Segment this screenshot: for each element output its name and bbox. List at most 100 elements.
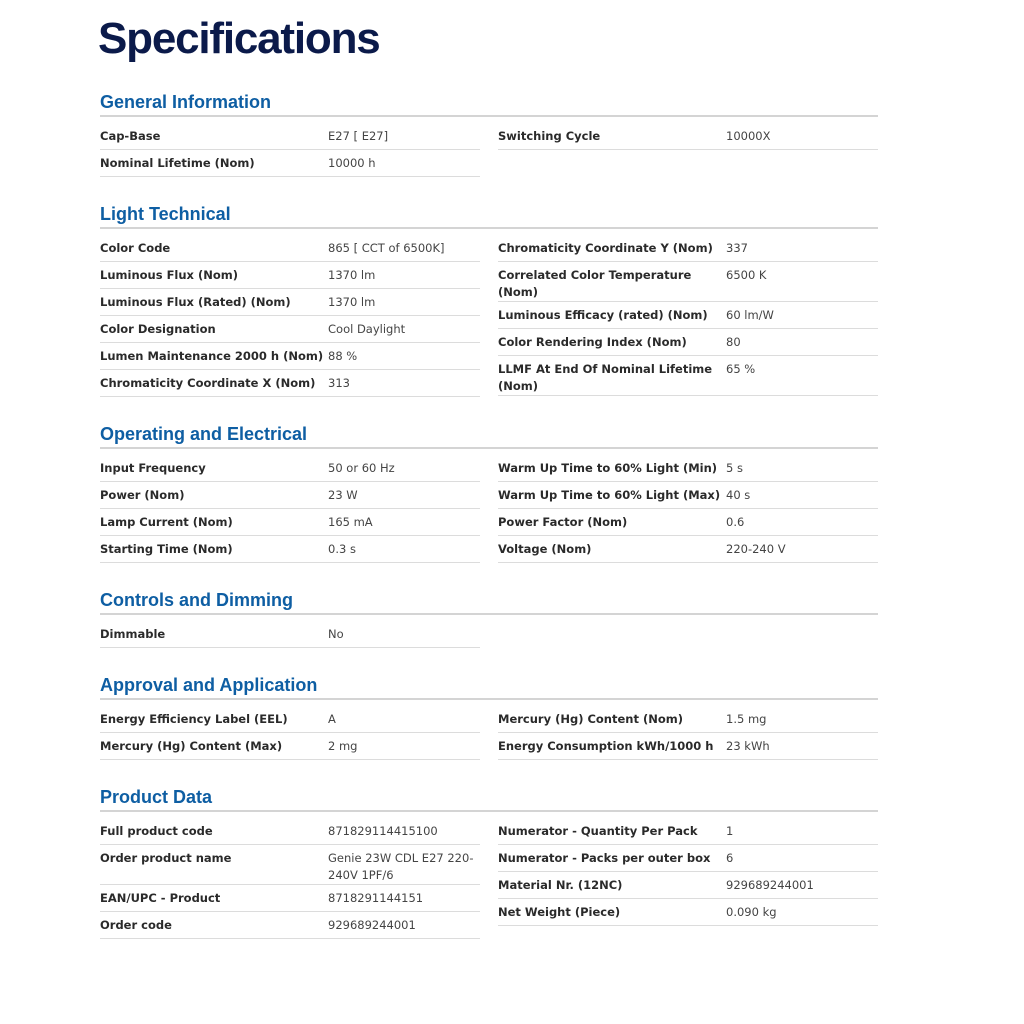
spec-label: Lumen Maintenance 2000 h (Nom) bbox=[100, 349, 324, 363]
spec-row: Color Designation Cool Daylight bbox=[100, 316, 480, 343]
spec-label: Mercury (Hg) Content (Nom) bbox=[498, 712, 683, 726]
spec-row: Material Nr. (12NC) 929689244001 bbox=[498, 872, 878, 899]
spec-value: 65 % bbox=[726, 362, 756, 376]
spec-label: Power Factor (Nom) bbox=[498, 515, 628, 529]
spec-row: Lumen Maintenance 2000 h (Nom) 88 % bbox=[100, 343, 480, 370]
spec-row: Numerator - Quantity Per Pack 1 bbox=[498, 818, 878, 845]
spec-row: Luminous Flux (Rated) (Nom) 1370 lm bbox=[100, 289, 480, 316]
spec-value: 929689244001 bbox=[328, 918, 416, 932]
left-column: Color Code 865 [ CCT of 6500K] Luminous Fl… bbox=[100, 235, 480, 397]
spec-label: Full product code bbox=[100, 824, 213, 838]
spec-sections: General Information Cap-Base E27 [ E27] Nom… bbox=[100, 90, 878, 964]
left-column: Energy Efficiency Label (EEL) A Mercury (H… bbox=[100, 706, 480, 760]
spec-value: 2 mg bbox=[328, 739, 358, 753]
spec-value: 0.3 s bbox=[328, 542, 356, 556]
left-column: Dimmable No bbox=[100, 621, 480, 648]
spec-row: Warm Up Time to 60% Light (Max) 40 s bbox=[498, 482, 878, 509]
spec-value: 1370 lm bbox=[328, 295, 376, 309]
left-column: Input Frequency 50 or 60 Hz Power (Nom) 23 … bbox=[100, 455, 480, 563]
spec-label: Energy Efficiency Label (EEL) bbox=[100, 712, 288, 726]
page-title: Specifications bbox=[98, 14, 381, 63]
spec-row: Energy Efficiency Label (EEL) A bbox=[100, 706, 480, 733]
spec-label: Color Rendering Index (Nom) bbox=[498, 335, 687, 349]
spec-row: Order product name Genie 23W CDL E27 220-… bbox=[100, 845, 480, 885]
spec-row: Mercury (Hg) Content (Nom) 1.5 mg bbox=[498, 706, 878, 733]
spec-value: A bbox=[328, 712, 336, 726]
spec-row: LLMF At End Of Nominal Lifetime (Nom) 65 … bbox=[498, 356, 878, 396]
spec-row: Energy Consumption kWh/1000 h 23 kWh bbox=[498, 733, 878, 760]
spec-label: Warm Up Time to 60% Light (Min) bbox=[498, 461, 718, 475]
spec-label: Mercury (Hg) Content (Max) bbox=[100, 739, 283, 753]
spec-label: Luminous Flux (Nom) bbox=[100, 268, 238, 282]
spec-value: 165 mA bbox=[328, 515, 373, 529]
spec-row: Color Rendering Index (Nom) 80 bbox=[498, 329, 878, 356]
spec-row: Correlated Color Temperature (Nom) 6500 K bbox=[498, 262, 878, 302]
left-column: Full product code 871829114415100 Order pr… bbox=[100, 818, 480, 939]
spec-row: Lamp Current (Nom) 165 mA bbox=[100, 509, 480, 536]
section-title: Approval and Application bbox=[100, 673, 878, 700]
spec-row: Full product code 871829114415100 bbox=[100, 818, 480, 845]
spec-value: E27 [ E27] bbox=[328, 129, 389, 143]
spec-label: Numerator - Packs per outer box bbox=[498, 851, 711, 865]
spec-label: Cap-Base bbox=[100, 129, 161, 143]
spec-section: Operating and Electrical Input Frequency 5… bbox=[100, 422, 878, 563]
spec-label: Dimmable bbox=[100, 627, 166, 641]
spec-section: Product Data Full product code 87182911441… bbox=[100, 785, 878, 939]
spec-value: 50 or 60 Hz bbox=[328, 461, 395, 475]
spec-label: Color Designation bbox=[100, 322, 216, 336]
spec-label: LLMF At End Of Nominal Lifetime (Nom) bbox=[498, 362, 713, 393]
spec-section: Controls and Dimming Dimmable No bbox=[100, 588, 878, 648]
right-column: Chromaticity Coordinate Y (Nom) 337 Correl… bbox=[498, 235, 878, 397]
spec-row: Dimmable No bbox=[100, 621, 480, 648]
spec-row: Nominal Lifetime (Nom) 10000 h bbox=[100, 150, 480, 177]
spec-value: Genie 23W CDL E27 220-240V 1PF/6 bbox=[328, 851, 474, 882]
section-title: Operating and Electrical bbox=[100, 422, 878, 449]
spec-label: Numerator - Quantity Per Pack bbox=[498, 824, 698, 838]
spec-label: Voltage (Nom) bbox=[498, 542, 592, 556]
spec-label: Net Weight (Piece) bbox=[498, 905, 621, 919]
spec-row: Mercury (Hg) Content (Max) 2 mg bbox=[100, 733, 480, 760]
spec-value: 8718291144151 bbox=[328, 891, 424, 905]
spec-label: Lamp Current (Nom) bbox=[100, 515, 233, 529]
spec-value: 220-240 V bbox=[726, 542, 786, 556]
spec-row: Luminous Flux (Nom) 1370 lm bbox=[100, 262, 480, 289]
spec-row: Numerator - Packs per outer box 6 bbox=[498, 845, 878, 872]
spec-row: Luminous Efficacy (rated) (Nom) 60 lm/W bbox=[498, 302, 878, 329]
spec-value: Cool Daylight bbox=[328, 322, 406, 336]
right-column: Mercury (Hg) Content (Nom) 1.5 mg Energy C… bbox=[498, 706, 878, 760]
spec-value: 6 bbox=[726, 851, 734, 865]
spec-value: 1370 lm bbox=[328, 268, 376, 282]
spec-row: Warm Up Time to 60% Light (Min) 5 s bbox=[498, 455, 878, 482]
spec-value: 23 kWh bbox=[726, 739, 770, 753]
spec-row: Order code 929689244001 bbox=[100, 912, 480, 939]
spec-value: 23 W bbox=[328, 488, 358, 502]
spec-label: Order code bbox=[100, 918, 172, 932]
spec-row: Switching Cycle 10000X bbox=[498, 123, 878, 150]
spec-label: Nominal Lifetime (Nom) bbox=[100, 156, 255, 170]
spec-label: Starting Time (Nom) bbox=[100, 542, 233, 556]
spec-value: 5 s bbox=[726, 461, 743, 475]
spec-value: 1.5 mg bbox=[726, 712, 767, 726]
spec-value: 0.6 bbox=[726, 515, 745, 529]
spec-row: Starting Time (Nom) 0.3 s bbox=[100, 536, 480, 563]
spec-value: 80 bbox=[726, 335, 741, 349]
spec-row: Chromaticity Coordinate X (Nom) 313 bbox=[100, 370, 480, 397]
section-title: General Information bbox=[100, 90, 878, 117]
spec-row: Chromaticity Coordinate Y (Nom) 337 bbox=[498, 235, 878, 262]
section-title: Product Data bbox=[100, 785, 878, 812]
right-column: Numerator - Quantity Per Pack 1 Numerator … bbox=[498, 818, 878, 939]
spec-label: Correlated Color Temperature (Nom) bbox=[498, 268, 692, 299]
spec-row: EAN/UPC - Product 8718291144151 bbox=[100, 885, 480, 912]
spec-row: Net Weight (Piece) 0.090 kg bbox=[498, 899, 878, 926]
section-title: Light Technical bbox=[100, 202, 878, 229]
spec-section: General Information Cap-Base E27 [ E27] Nom… bbox=[100, 90, 878, 177]
spec-value: 313 bbox=[328, 376, 350, 390]
spec-label: Material Nr. (12NC) bbox=[498, 878, 623, 892]
right-column bbox=[498, 621, 878, 648]
spec-label: Color Code bbox=[100, 241, 171, 255]
spec-value: 60 lm/W bbox=[726, 308, 774, 322]
spec-label: Chromaticity Coordinate Y (Nom) bbox=[498, 241, 713, 255]
spec-row: Input Frequency 50 or 60 Hz bbox=[100, 455, 480, 482]
spec-value: 929689244001 bbox=[726, 878, 814, 892]
section-title: Controls and Dimming bbox=[100, 588, 878, 615]
